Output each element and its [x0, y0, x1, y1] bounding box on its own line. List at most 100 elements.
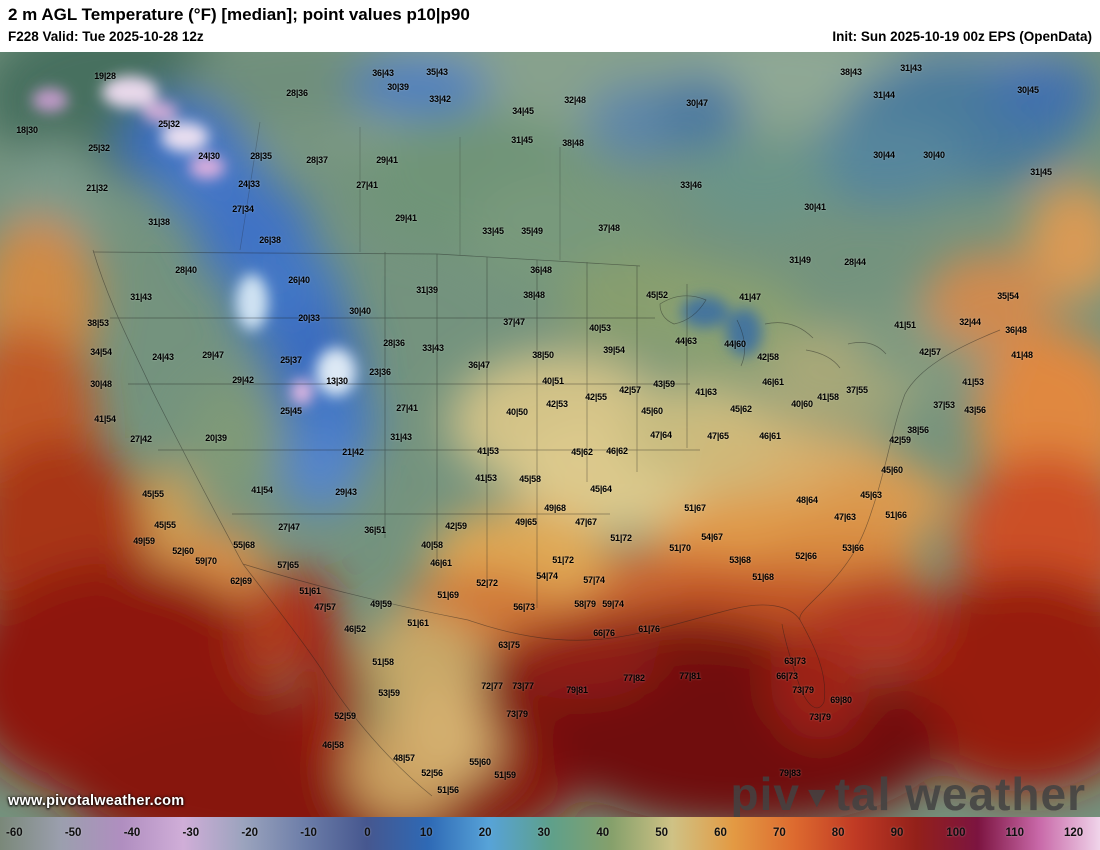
point-value: 29|41: [376, 155, 398, 165]
point-value: 38|56: [907, 425, 929, 435]
point-value: 25|45: [280, 406, 302, 416]
point-value: 57|65: [277, 560, 299, 570]
point-value: 42|59: [889, 435, 911, 445]
point-value: 51|68: [752, 572, 774, 582]
point-value: 30|39: [387, 82, 409, 92]
colorbar-tick: 10: [419, 827, 433, 839]
point-value: 52|60: [172, 546, 194, 556]
point-value: 41|47: [739, 292, 761, 302]
colorbar-tick: 50: [655, 827, 669, 839]
point-value: 26|38: [259, 235, 281, 245]
point-value: 41|53: [962, 377, 984, 387]
point-value: 51|69: [437, 590, 459, 600]
point-value: 41|54: [251, 485, 273, 495]
point-value: 32|48: [564, 95, 586, 105]
point-value: 51|70: [669, 543, 691, 553]
point-value: 37|48: [598, 223, 620, 233]
point-value: 28|35: [250, 151, 272, 161]
point-value: 31|45: [511, 135, 533, 145]
point-value: 41|63: [695, 387, 717, 397]
point-value: 24|30: [198, 151, 220, 161]
point-value: 37|53: [933, 400, 955, 410]
point-value: 40|58: [421, 540, 443, 550]
colorbar-tick: 0: [364, 827, 371, 839]
point-value: 40|51: [542, 376, 564, 386]
point-value: 45|55: [154, 520, 176, 530]
point-value: 33|45: [482, 226, 504, 236]
point-value: 24|43: [152, 352, 174, 362]
map-title: 2 m AGL Temperature (°F) [median]; point…: [8, 5, 470, 24]
point-value: 34|45: [512, 106, 534, 116]
point-value: 79|81: [566, 685, 588, 695]
colorbar: -60 -50 -40 -30 -20 -10 0 10 20 30 40 50 60 70 80 90 100…: [0, 817, 1100, 850]
colorbar-tick: -40: [123, 827, 141, 839]
point-value: 21|32: [86, 183, 108, 193]
point-value: 79|83: [779, 768, 801, 778]
point-value: 39|54: [603, 345, 625, 355]
point-value: 49|59: [370, 599, 392, 609]
point-value: 30|48: [90, 379, 112, 389]
point-value: 29|42: [232, 375, 254, 385]
point-value: 42|57: [919, 347, 941, 357]
point-value: 33|46: [680, 180, 702, 190]
point-value: 31|39: [416, 285, 438, 295]
point-value: 19|28: [94, 71, 116, 81]
point-value: 52|59: [334, 711, 356, 721]
point-value: 28|36: [286, 88, 308, 98]
point-value: 36|51: [364, 525, 386, 535]
point-value: 41|58: [817, 392, 839, 402]
point-value: 63|75: [498, 640, 520, 650]
point-value: 51|56: [437, 785, 459, 795]
colorbar-tick: 110: [1005, 827, 1025, 839]
point-value: 41|48: [1011, 350, 1033, 360]
point-value: 36|48: [530, 265, 552, 275]
point-value: 66|73: [776, 671, 798, 681]
point-value: 36|48: [1005, 325, 1027, 335]
point-value: 40|50: [506, 407, 528, 417]
colorbar-tick: -10: [300, 827, 317, 839]
point-value: 41|51: [894, 320, 916, 330]
brand-prefix: piv: [730, 768, 800, 817]
point-value: 45|62: [571, 447, 593, 457]
point-value: 18|30: [16, 125, 38, 135]
point-value: 24|33: [238, 179, 260, 189]
point-value: 31|38: [148, 217, 170, 227]
point-value: 36|43: [372, 68, 394, 78]
colorbar-tick: 100: [946, 827, 966, 839]
colorbar-tick: -30: [182, 827, 200, 839]
point-value: 45|64: [590, 484, 612, 494]
point-value: 37|55: [846, 385, 868, 395]
point-value: 36|47: [468, 360, 490, 370]
point-value: 25|32: [88, 143, 110, 153]
point-value: 46|61: [762, 377, 784, 387]
point-value: 49|68: [544, 503, 566, 513]
point-value: 26|40: [288, 275, 310, 285]
colorbar-tick: 90: [890, 827, 904, 839]
point-value: 42|57: [619, 385, 641, 395]
point-value: 31|49: [789, 255, 811, 265]
point-value: 56|73: [513, 602, 535, 612]
temperature-blobs: [0, 52, 1100, 817]
point-value: 35|43: [426, 67, 448, 77]
political-borders: [92, 121, 1001, 797]
point-value: 48|57: [393, 753, 415, 763]
valid-time-label: F228 Valid: Tue 2025-10-28 12z: [8, 29, 204, 44]
point-value: 45|60: [881, 465, 903, 475]
point-value: 25|32: [158, 119, 180, 129]
point-value: 38|48: [562, 138, 584, 148]
point-value: 27|34: [232, 204, 254, 214]
point-value: 23|36: [369, 367, 391, 377]
point-value: 42|58: [757, 352, 779, 362]
point-value: 72|77: [481, 681, 503, 691]
point-value: 73|79: [809, 712, 831, 722]
point-value: 47|57: [314, 602, 336, 612]
colorbar-tick: 40: [596, 827, 610, 839]
point-value: 45|58: [519, 474, 541, 484]
point-value: 53|68: [729, 555, 751, 565]
point-value: 51|67: [684, 503, 706, 513]
colorbar-tick: 20: [478, 827, 492, 839]
point-value: 49|65: [515, 517, 537, 527]
point-value: 30|44: [873, 150, 895, 160]
point-value: 53|66: [842, 543, 864, 553]
temperature-field: [0, 52, 1100, 817]
